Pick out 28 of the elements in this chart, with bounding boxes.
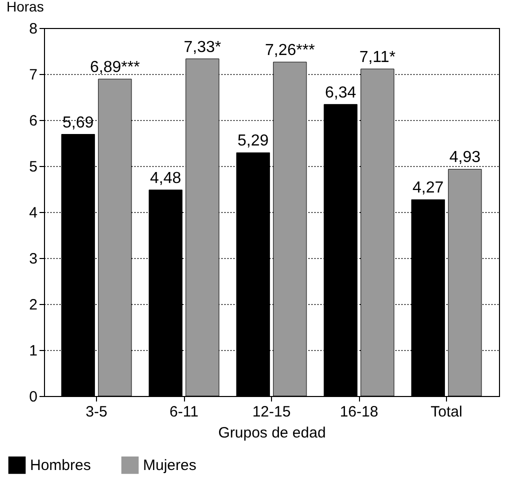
data-label: 5,69 bbox=[62, 114, 94, 132]
data-label: 6,89*** bbox=[90, 59, 140, 76]
y-tick-label: 4 bbox=[29, 204, 38, 222]
data-label: 7,26*** bbox=[265, 42, 315, 60]
x-tick-label: Total bbox=[430, 404, 462, 420]
data-label: 7,11* bbox=[359, 48, 396, 66]
y-tick-label: 1 bbox=[29, 342, 38, 360]
x-tick-label: 12-15 bbox=[252, 404, 291, 420]
y-tick-label: 0 bbox=[29, 388, 38, 406]
y-axis-title: Horas bbox=[6, 0, 44, 14]
x-tick-label: 6-11 bbox=[170, 404, 198, 420]
data-label: 4,93 bbox=[449, 149, 481, 166]
data-label: 4,48 bbox=[150, 170, 182, 187]
y-tick-label: 6 bbox=[29, 112, 38, 130]
data-label: 7,33* bbox=[184, 38, 222, 56]
x-tick-label: 16-18 bbox=[340, 404, 378, 420]
legend-label: Hombres bbox=[30, 457, 91, 474]
legend-label: Mujeres bbox=[143, 457, 196, 474]
data-label: 4,27 bbox=[412, 180, 444, 197]
y-tick-label: 3 bbox=[29, 250, 38, 268]
y-tick-label: 5 bbox=[29, 158, 38, 176]
x-axis-title: Grupos de edad bbox=[218, 424, 326, 442]
y-tick-label: 2 bbox=[29, 296, 38, 314]
data-label: 5,29 bbox=[238, 132, 269, 150]
data-label: 6,34 bbox=[325, 84, 356, 102]
y-tick-label: 8 bbox=[29, 20, 38, 38]
x-tick-label: 3-5 bbox=[86, 404, 108, 420]
y-tick-label: 7 bbox=[29, 66, 38, 84]
